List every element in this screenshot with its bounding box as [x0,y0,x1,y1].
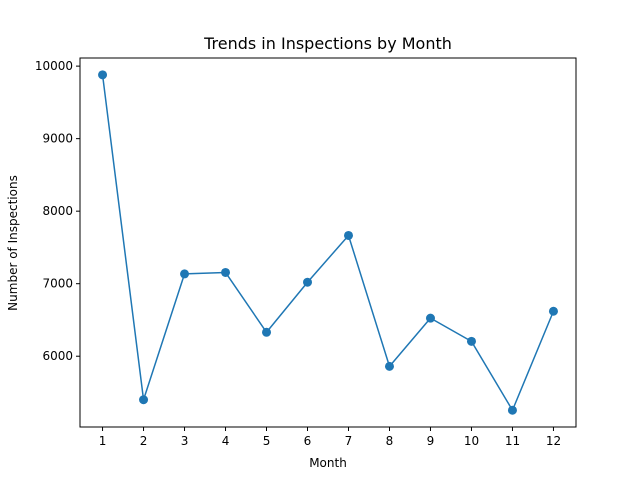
x-tick-label: 3 [181,434,189,448]
y-tick-label: 8000 [42,204,73,218]
x-tick-label: 1 [99,434,107,448]
data-point [303,277,313,287]
x-tick-label: 12 [546,434,561,448]
data-point [180,269,190,279]
x-axis-ticks: 1 2 3 4 5 6 7 8 9 10 11 12 [99,427,561,448]
x-tick-label: 11 [505,434,520,448]
data-point [221,267,231,277]
y-axis-label: Number of Inspections [6,175,20,311]
data-point [98,70,108,80]
series-layer [98,70,558,415]
data-point [139,395,149,405]
x-axis-label: Month [309,456,347,470]
data-point [425,313,435,323]
x-tick-label: 10 [464,434,479,448]
y-tick-label: 7000 [42,277,73,291]
data-point [466,336,476,346]
data-point [343,230,353,240]
y-axis-ticks: 6000 7000 8000 9000 10000 [35,59,80,363]
series-line [101,74,555,411]
x-tick-label: 6 [304,434,312,448]
x-tick-label: 8 [386,434,394,448]
data-point [507,405,517,415]
x-tick-label: 2 [140,434,148,448]
y-tick-label: 6000 [42,349,73,363]
plot-frame [79,57,577,428]
y-tick-label: 9000 [42,132,73,146]
chart-title: Trends in Inspections by Month [203,34,452,53]
data-point [262,327,272,337]
x-tick-label: 9 [427,434,435,448]
x-tick-label: 4 [222,434,230,448]
data-point [384,361,394,371]
data-point [548,306,558,316]
x-tick-label: 7 [345,434,353,448]
y-tick-label: 10000 [35,59,73,73]
x-tick-label: 5 [263,434,271,448]
